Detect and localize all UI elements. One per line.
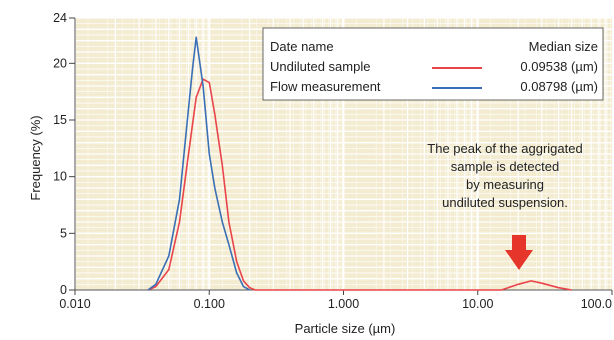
- y-tick-label: 20: [53, 56, 67, 70]
- legend-header-right: Median size: [529, 39, 598, 54]
- y-tick-label: 24: [53, 11, 67, 25]
- series-line-flow: [147, 36, 251, 291]
- legend-header-left: Date name: [270, 39, 334, 54]
- x-tick-label: 100.0: [581, 297, 612, 311]
- series-line-undiluted: [147, 78, 572, 291]
- y-axis-label: Frequency (%): [28, 115, 43, 200]
- legend-series-value-1: 0.08798 (µm): [520, 79, 598, 94]
- y-tick-label: 10: [53, 170, 67, 184]
- x-tick-label: 1.000: [328, 297, 359, 311]
- y-tick-label: 15: [53, 113, 67, 127]
- legend-series-name-0: Undiluted sample: [270, 59, 370, 74]
- annotation-line-1: The peak of the aggrigated: [427, 141, 582, 156]
- x-tick-label: 10.00: [462, 297, 493, 311]
- legend: Date name Median size Undiluted sample 0…: [262, 27, 604, 101]
- annotation: The peak of the aggrigated sample is det…: [427, 141, 583, 270]
- legend-series-value-0: 0.09538 (µm): [520, 59, 598, 74]
- annotation-line-4: undiluted suspension.: [442, 195, 568, 210]
- y-tick-label: 0: [60, 283, 67, 297]
- x-tick-label: 0.010: [59, 297, 90, 311]
- down-arrow-icon: [505, 235, 533, 270]
- series-lines: [147, 36, 572, 291]
- annotation-line-3: by measuring: [466, 177, 544, 192]
- annotation-line-2: sample is detected: [451, 159, 559, 174]
- y-tick-label: 5: [60, 226, 67, 240]
- x-axis-label: Particle size (µm): [295, 321, 396, 336]
- legend-series-name-1: Flow measurement: [270, 79, 381, 94]
- x-tick-label: 0.100: [194, 297, 225, 311]
